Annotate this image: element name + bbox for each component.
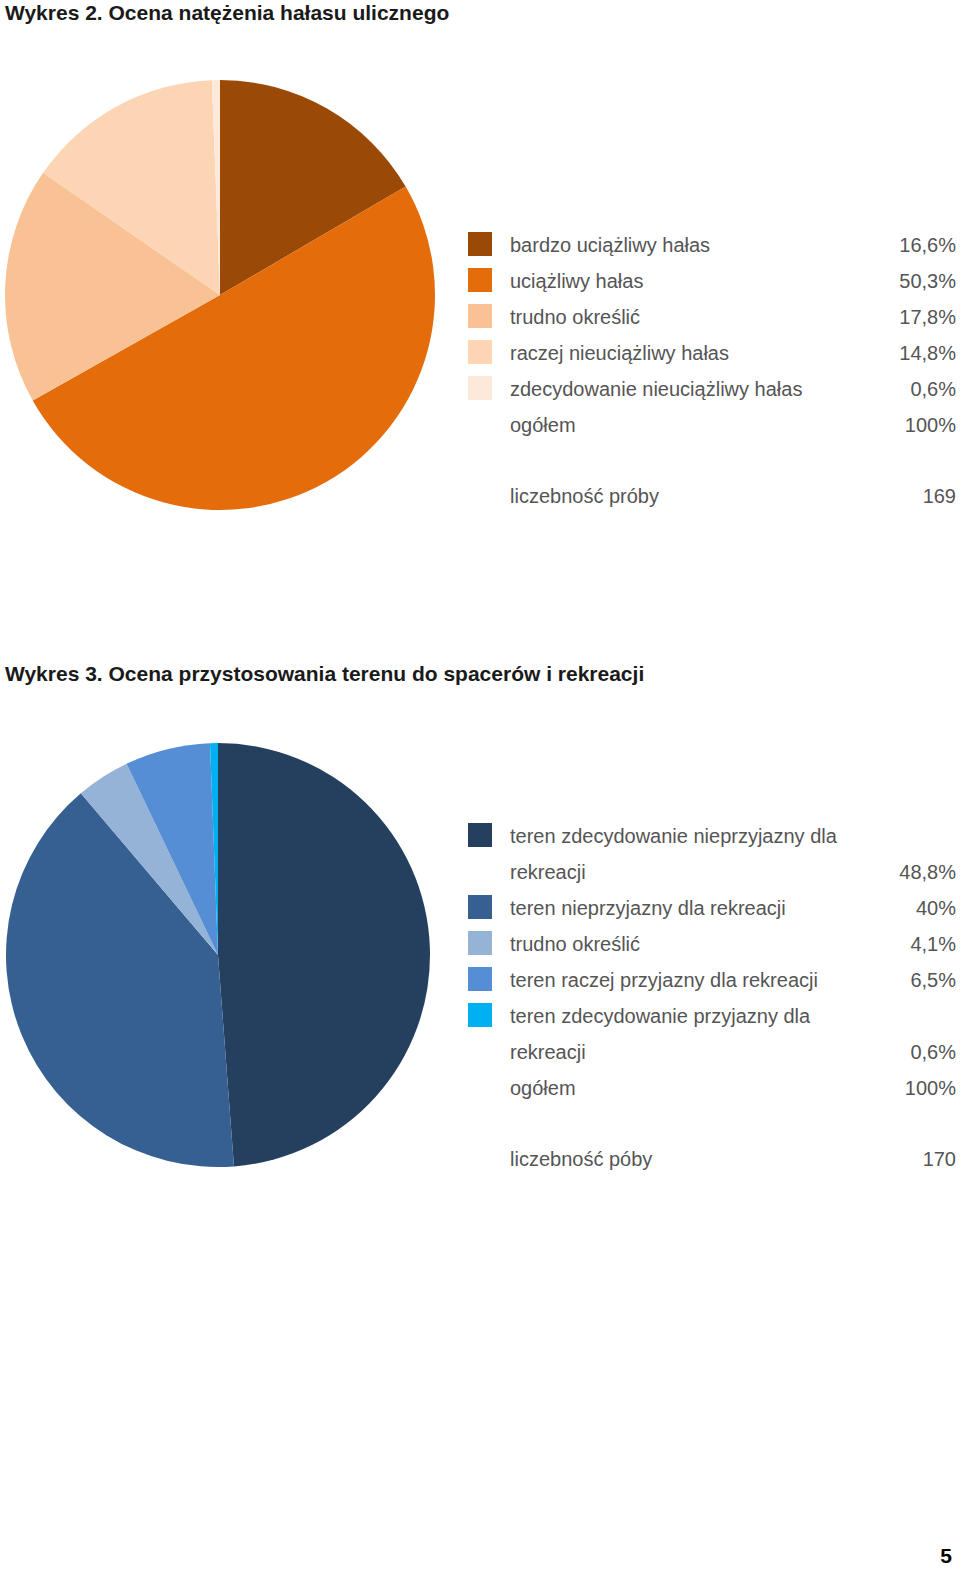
svg-text:liczebność póby: liczebność póby [510,1148,652,1170]
svg-text:4,1%: 4,1% [910,933,956,955]
svg-text:0,6%: 0,6% [910,378,956,400]
svg-text:bardzo uciążliwy hałas: bardzo uciążliwy hałas [510,234,710,256]
svg-text:6,5%: 6,5% [910,969,956,991]
svg-text:rekreacji: rekreacji [510,1041,586,1063]
svg-text:teren raczej przyjazny dla rek: teren raczej przyjazny dla rekreacji [510,969,818,991]
svg-text:5: 5 [940,1544,952,1567]
svg-text:trudno określić: trudno określić [510,306,640,328]
svg-text:17,8%: 17,8% [899,306,956,328]
svg-text:40%: 40% [916,897,956,919]
svg-text:Wykres 3. Ocena przystosowania: Wykres 3. Ocena przystosowania terenu do… [5,662,644,685]
svg-text:teren nieprzyjazny dla rekreac: teren nieprzyjazny dla rekreacji [510,897,786,919]
svg-text:16,6%: 16,6% [899,234,956,256]
svg-text:ogółem: ogółem [510,1077,576,1099]
svg-text:100%: 100% [905,414,956,436]
svg-text:rekreacji: rekreacji [510,861,586,883]
svg-text:Wykres 2. Ocena natężenia hała: Wykres 2. Ocena natężenia hałasu uliczne… [5,1,449,24]
svg-text:48,8%: 48,8% [899,861,956,883]
svg-text:raczej nieuciążliwy hałas: raczej nieuciążliwy hałas [510,342,729,364]
svg-text:50,3%: 50,3% [899,270,956,292]
svg-text:liczebność próby: liczebność próby [510,485,659,507]
svg-text:170: 170 [923,1148,956,1170]
svg-text:trudno określić: trudno określić [510,933,640,955]
svg-text:169: 169 [923,485,956,507]
svg-text:uciążliwy hałas: uciążliwy hałas [510,270,643,292]
svg-text:ogółem: ogółem [510,414,576,436]
svg-text:teren zdecydowanie nieprzyjazn: teren zdecydowanie nieprzyjazny dla [510,825,838,847]
svg-text:teren zdecydowanie przyjazny d: teren zdecydowanie przyjazny dla [510,1005,811,1027]
svg-text:zdecydowanie nieuciążliwy hała: zdecydowanie nieuciążliwy hałas [510,378,802,400]
svg-text:100%: 100% [905,1077,956,1099]
svg-text:14,8%: 14,8% [899,342,956,364]
svg-text:0,6%: 0,6% [910,1041,956,1063]
